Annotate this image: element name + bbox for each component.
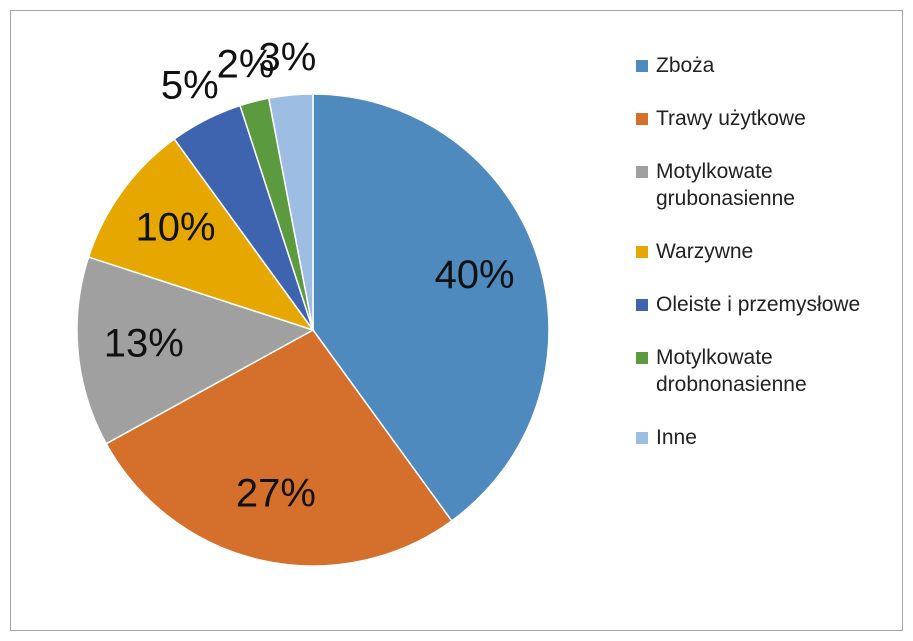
pie-slice	[312, 93, 550, 522]
legend-label: Oleiste i przemysłowe	[656, 293, 861, 316]
legend-item: Trawy użytkowe	[636, 105, 906, 132]
legend: Zboża Trawy użytkowe Motylkowate grubonasi…	[636, 52, 906, 451]
legend-item: Zboża	[636, 52, 906, 79]
data-label: 13%	[104, 322, 184, 366]
pie-slice	[87, 138, 315, 332]
legend-item: Inne	[636, 424, 906, 451]
legend-swatch	[636, 246, 648, 258]
legend-label: Zboża	[656, 54, 715, 77]
legend-label: Motylkowate drobnonasienne	[656, 346, 807, 396]
data-label: 27%	[236, 471, 316, 515]
legend-label: Trawy użytkowe	[656, 107, 806, 130]
pie-slice	[267, 93, 314, 331]
legend-swatch	[636, 299, 648, 311]
data-label: 10%	[136, 206, 216, 250]
legend-label: Motylkowate grubonasienne	[656, 160, 795, 210]
data-label: 3%	[259, 35, 317, 79]
data-label: 5%	[161, 64, 219, 108]
data-label: 40%	[435, 253, 515, 297]
data-label: 2%	[217, 43, 275, 87]
legend-item: Motylkowate drobnonasienne	[636, 344, 906, 398]
pie-slice	[76, 256, 315, 445]
legend-label: Inne	[656, 426, 697, 449]
legend-item: Motylkowate grubonasienne	[636, 158, 906, 212]
legend-label: Warzywne	[656, 240, 754, 263]
legend-swatch	[636, 352, 648, 364]
legend-item: Oleiste i przemysłowe	[636, 291, 906, 318]
legend-item: Warzywne	[636, 238, 906, 265]
legend-swatch	[636, 60, 648, 72]
legend-swatch	[636, 166, 648, 178]
legend-swatch	[636, 113, 648, 125]
legend-swatch	[636, 432, 648, 444]
pie-slice	[105, 329, 453, 567]
